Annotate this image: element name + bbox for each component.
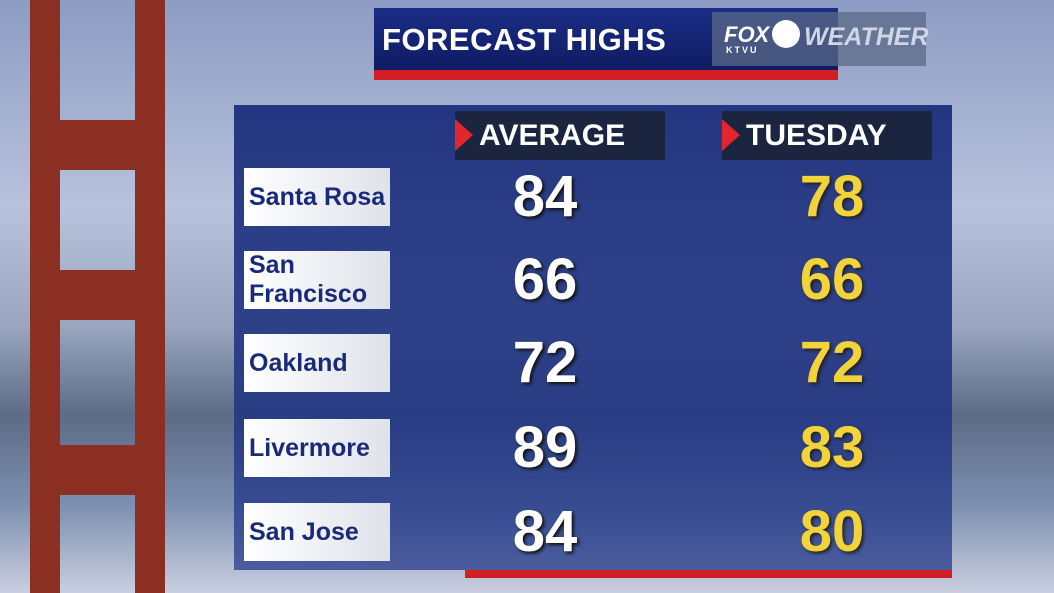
average-value: 66 [512, 247, 578, 312]
city-label: San Jose [244, 503, 390, 561]
average-value: 84 [512, 499, 578, 564]
city-label: Livermore [244, 419, 390, 477]
station-logo: FOX KTVU WEATHER [712, 12, 929, 66]
tuesday-value: 83 [799, 415, 865, 480]
average-value: 89 [512, 415, 578, 480]
logo-call-sign: KTVU [726, 45, 759, 55]
average-value: 72 [512, 330, 578, 395]
bridge-beam [30, 445, 165, 495]
city-label: Oakland [244, 334, 390, 392]
tuesday-value: 78 [799, 164, 865, 229]
title: FORECAST HIGHS [382, 22, 667, 57]
tuesday-value: 66 [799, 247, 865, 312]
bridge-beam [30, 120, 165, 170]
column-header: TUESDAY [722, 111, 932, 160]
logo-weather: WEATHER [804, 23, 929, 51]
column-header: AVERAGE [455, 111, 665, 160]
forecast-table: AVERAGE TUESDAY Santa Rosa 84 78 San Franci… [234, 105, 952, 570]
bridge-beam [30, 270, 165, 320]
average-value: 84 [512, 164, 578, 229]
logo-fox: FOX [724, 22, 770, 47]
city-label: Santa Rosa [244, 168, 390, 226]
accent-stripe [465, 570, 952, 578]
tuesday-value: 72 [799, 330, 865, 395]
logo-circle [772, 20, 800, 48]
city-label: San Francisco [244, 251, 390, 309]
tuesday-value: 80 [799, 499, 865, 564]
